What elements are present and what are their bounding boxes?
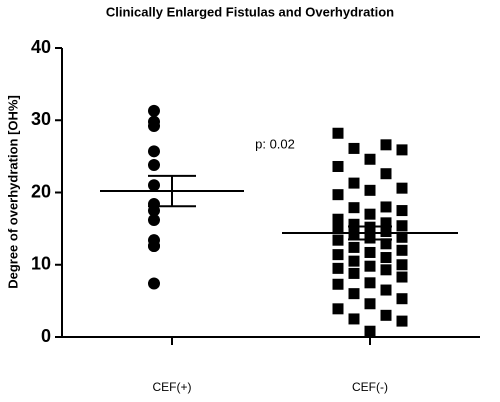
data-point xyxy=(396,315,408,327)
data-point xyxy=(380,139,392,151)
data-point xyxy=(348,241,360,253)
data-point xyxy=(332,213,344,225)
data-point xyxy=(380,168,392,180)
data-point xyxy=(332,249,344,261)
data-point xyxy=(396,293,408,305)
data-point xyxy=(148,159,160,172)
data-point xyxy=(364,260,376,272)
data-point xyxy=(332,189,344,201)
data-point xyxy=(348,255,360,267)
data-point xyxy=(396,182,408,194)
x-tick-label: CEF(-) xyxy=(352,380,388,394)
data-point xyxy=(348,202,360,214)
data-point xyxy=(148,145,160,158)
data-point xyxy=(380,309,392,321)
data-point xyxy=(396,244,408,256)
data-point xyxy=(396,271,408,283)
data-point xyxy=(396,259,408,271)
data-point xyxy=(364,298,376,310)
data-point xyxy=(396,220,408,232)
data-point xyxy=(148,213,160,226)
data-point xyxy=(380,217,392,229)
data-point xyxy=(332,303,344,315)
data-point xyxy=(348,142,360,154)
y-tick-label: 0 xyxy=(41,326,51,346)
data-point xyxy=(380,238,392,250)
y-tick-label: 30 xyxy=(31,109,51,129)
data-point xyxy=(364,277,376,289)
y-tick-label: 10 xyxy=(31,254,51,274)
data-point xyxy=(380,284,392,296)
y-tick-label: 20 xyxy=(31,181,51,201)
data-point xyxy=(332,223,344,235)
data-point xyxy=(332,262,344,274)
y-tick-label: 40 xyxy=(31,37,51,57)
data-point xyxy=(332,127,344,139)
data-point xyxy=(364,325,376,337)
annotation: p: 0.02 xyxy=(255,136,295,151)
data-point xyxy=(148,204,160,217)
data-point xyxy=(348,177,360,189)
data-point xyxy=(396,231,408,243)
data-point xyxy=(348,267,360,279)
data-point xyxy=(148,104,160,117)
data-point xyxy=(364,208,376,220)
data-point xyxy=(332,278,344,290)
data-point xyxy=(348,218,360,230)
data-point xyxy=(396,144,408,156)
data-point xyxy=(396,205,408,217)
y-axis-label: Degree of overhydration [OH%] xyxy=(5,95,20,289)
data-point xyxy=(148,179,160,192)
chart-title: Clinically Enlarged Fistulas and Overhyd… xyxy=(106,4,394,19)
data-point xyxy=(380,226,392,238)
data-point xyxy=(332,234,344,246)
data-point xyxy=(364,153,376,165)
data-point xyxy=(364,246,376,258)
data-point xyxy=(332,160,344,172)
data-point xyxy=(148,239,160,252)
data-point xyxy=(148,120,160,133)
data-point xyxy=(348,288,360,300)
data-point xyxy=(348,313,360,325)
data-point xyxy=(348,228,360,240)
data-point xyxy=(380,252,392,264)
data-point xyxy=(364,184,376,196)
data-point xyxy=(380,201,392,213)
data-point xyxy=(148,277,160,290)
data-point xyxy=(380,264,392,276)
x-tick-label: CEF(+) xyxy=(153,380,192,394)
